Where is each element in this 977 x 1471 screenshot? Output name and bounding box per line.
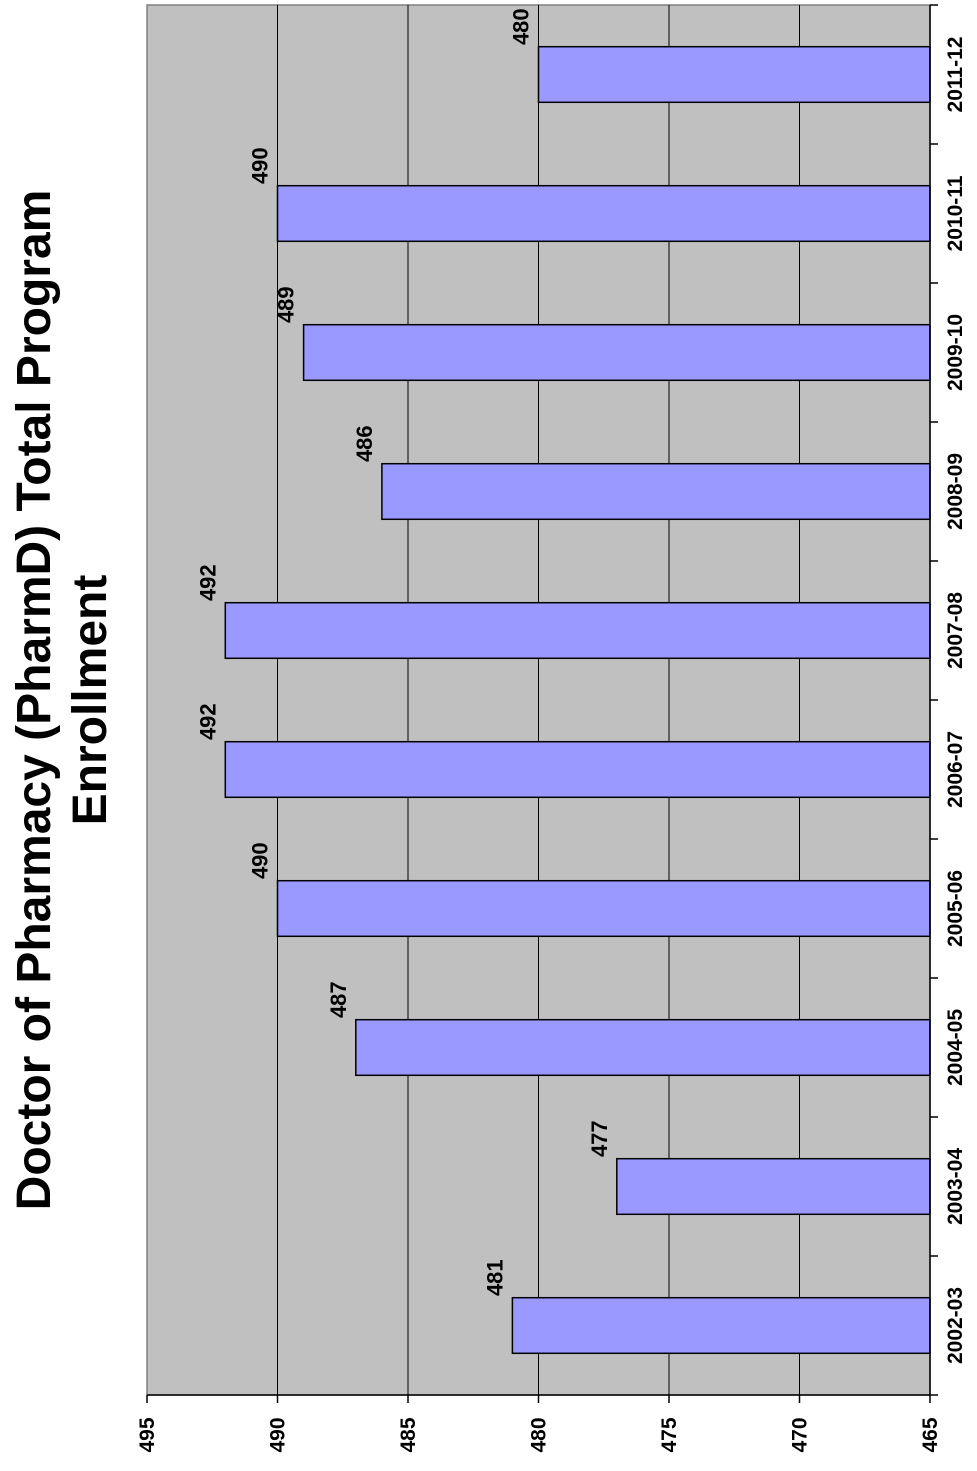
bar-value-label: 492 — [195, 703, 220, 740]
category-label: 2007-08 — [944, 592, 967, 669]
bar — [616, 1157, 931, 1216]
value-axis-tick-label: 485 — [397, 1417, 420, 1452]
value-axis-tick-label: 490 — [267, 1417, 290, 1452]
category-label: 2008-09 — [944, 453, 967, 530]
bar — [381, 462, 931, 521]
category-label: 2004-05 — [944, 1009, 967, 1086]
category-label: 2011-12 — [944, 37, 967, 113]
value-axis-tick-label: 465 — [919, 1417, 942, 1452]
bars — [224, 45, 931, 1355]
bar-value-label: 486 — [352, 425, 377, 462]
bar-value-label: 489 — [274, 286, 299, 323]
value-axis-tick-label: 475 — [658, 1417, 681, 1452]
category-label: 2010-11 — [944, 175, 967, 251]
value-axis: 465 470 475 480 485 490 495 — [136, 1394, 942, 1453]
bar — [276, 879, 931, 938]
chart-title: Doctor of Pharmacy (PharmD) Total Progra… — [8, 190, 117, 1211]
category-label: 2006-07 — [944, 731, 967, 808]
bar — [355, 1018, 931, 1077]
chart-title-line-1: Doctor of Pharmacy (PharmD) Total Progra… — [8, 190, 61, 1211]
bar-value-label: 490 — [248, 842, 273, 879]
chart-title-line-2: Enrollment — [64, 575, 117, 826]
value-axis-tick-label: 495 — [136, 1417, 159, 1452]
bar — [511, 1296, 931, 1355]
bar — [302, 323, 931, 382]
category-label: 2005-06 — [944, 870, 967, 947]
category-label: 2009-10 — [944, 314, 967, 391]
bar-value-label: 477 — [587, 1120, 612, 1157]
category-label: 2003-04 — [944, 1148, 967, 1225]
bar — [224, 740, 931, 799]
bar-value-label: 492 — [195, 564, 220, 601]
bar — [537, 45, 931, 104]
value-axis-tick-label: 470 — [789, 1417, 812, 1452]
bar-value-label: 487 — [326, 981, 351, 1018]
category-axis: 2002-03 2003-04 2004-05 2005-06 2006-07 2007-… — [929, 4, 967, 1396]
bar — [224, 601, 931, 660]
bar-value-label: 490 — [248, 147, 273, 184]
bar-value-label: 480 — [509, 8, 534, 45]
category-label: 2002-03 — [944, 1287, 967, 1364]
bar-value-label: 481 — [482, 1259, 507, 1296]
bar — [276, 184, 931, 243]
value-labels: 481 477 487 490 492 492 486 489 490 480 — [195, 8, 612, 1296]
value-axis-tick-label: 480 — [528, 1417, 551, 1452]
